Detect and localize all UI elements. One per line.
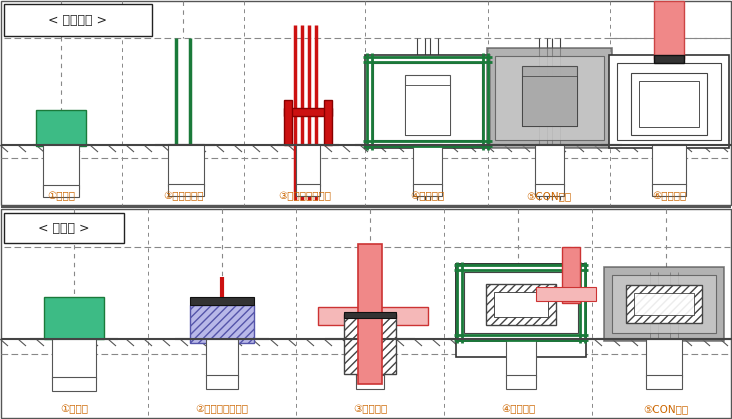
Bar <box>344 314 396 374</box>
Bar <box>652 144 686 186</box>
Bar <box>456 264 586 357</box>
Bar <box>296 184 320 196</box>
Bar <box>373 63 482 140</box>
Bar <box>206 375 238 389</box>
Bar <box>413 184 442 196</box>
Text: ⑤CON打設: ⑤CON打設 <box>643 404 689 414</box>
Bar <box>206 339 238 377</box>
Bar <box>324 100 332 145</box>
Bar <box>617 63 721 140</box>
Bar <box>413 144 442 186</box>
Text: ⑥鉄骨建方: ⑥鉄骨建方 <box>652 191 686 201</box>
Bar <box>535 144 564 186</box>
Bar <box>168 184 204 196</box>
Bar <box>365 55 490 148</box>
Bar <box>646 339 682 377</box>
Bar <box>494 292 548 317</box>
Bar <box>631 73 707 135</box>
Bar <box>522 66 577 126</box>
Bar <box>318 307 428 325</box>
Bar <box>43 144 79 189</box>
Bar <box>405 75 450 135</box>
Text: ①杠打設: ①杠打設 <box>47 191 75 201</box>
Text: ③鉄骨建方: ③鉄骨建方 <box>353 404 387 414</box>
Text: ②アンカーセット: ②アンカーセット <box>195 404 248 414</box>
Bar <box>190 297 254 305</box>
Bar <box>506 375 536 389</box>
Bar <box>344 312 396 318</box>
Bar <box>634 293 694 315</box>
Text: < 従来工法 >: < 従来工法 > <box>48 13 108 26</box>
Bar <box>44 297 104 339</box>
Text: ④基礎配筋: ④基礎配筋 <box>410 191 444 201</box>
Bar <box>356 375 384 389</box>
Bar <box>284 108 332 116</box>
Bar <box>639 81 699 127</box>
Bar <box>536 287 596 301</box>
Bar <box>52 339 96 379</box>
Bar <box>486 284 556 325</box>
Bar <box>609 55 729 148</box>
Bar <box>535 184 564 196</box>
Bar <box>612 275 716 333</box>
Bar <box>654 55 684 63</box>
Bar <box>506 339 536 377</box>
Text: ⑤CON打設: ⑤CON打設 <box>526 191 572 201</box>
Bar <box>358 244 382 384</box>
Bar <box>654 1 684 59</box>
Bar <box>284 100 292 145</box>
Bar <box>522 76 577 126</box>
Bar <box>36 110 86 146</box>
Text: < 本工法 >: < 本工法 > <box>38 222 90 235</box>
Bar <box>4 213 124 243</box>
Bar <box>405 85 450 135</box>
Bar <box>604 267 724 341</box>
Bar <box>652 184 686 196</box>
Bar <box>456 264 586 341</box>
Bar <box>190 305 254 343</box>
Bar <box>464 272 578 333</box>
Bar <box>43 185 79 197</box>
Bar <box>168 144 204 186</box>
Bar <box>562 247 580 303</box>
Bar <box>495 56 604 140</box>
Text: ③アンカーセット: ③アンカーセット <box>278 191 332 201</box>
Bar <box>52 377 96 391</box>
Bar <box>4 4 152 36</box>
Bar <box>646 375 682 389</box>
Text: ④基礎配筋: ④基礎配筋 <box>501 404 535 414</box>
Bar <box>296 144 320 186</box>
Bar <box>487 48 612 148</box>
Bar <box>626 285 702 323</box>
Text: ①杠打設: ①杠打設 <box>60 404 88 414</box>
Text: ②杠頭補強筋: ②杠頭補強筋 <box>163 191 203 201</box>
Bar <box>1 209 731 418</box>
Bar <box>356 339 384 377</box>
Bar <box>1 1 731 205</box>
